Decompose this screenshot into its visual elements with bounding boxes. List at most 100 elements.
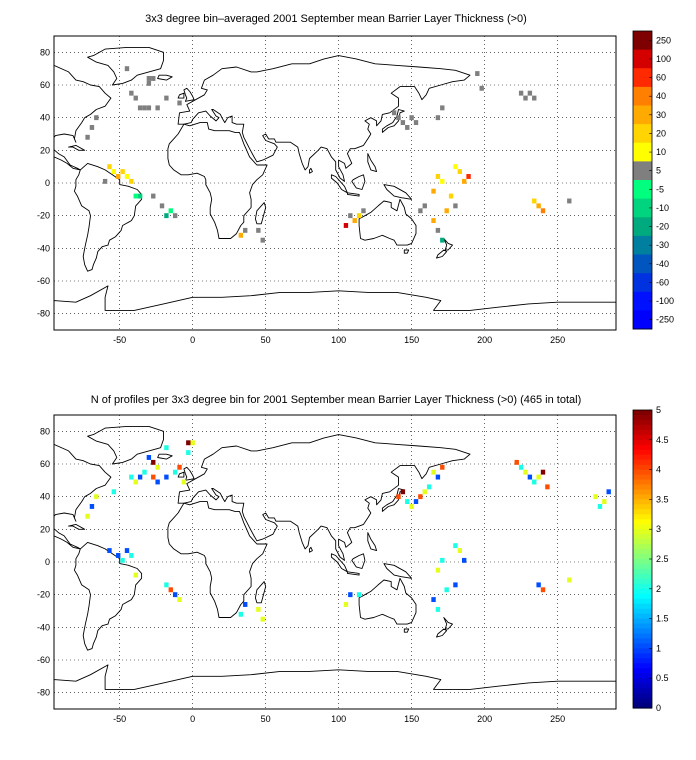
colorbar-label: 60	[656, 73, 666, 83]
coastline	[177, 434, 471, 561]
data-cell	[107, 548, 112, 554]
y-tick-label: -80	[37, 309, 50, 319]
coastline	[330, 174, 348, 194]
data-cell	[159, 203, 165, 209]
data-cell	[151, 76, 156, 81]
coastline	[73, 541, 143, 651]
coastline	[346, 192, 360, 197]
data-cell	[146, 76, 152, 81]
data-cell	[151, 193, 156, 199]
data-cell	[124, 174, 130, 179]
data-cell	[527, 474, 533, 480]
data-cell	[168, 587, 173, 593]
data-cell	[343, 602, 349, 607]
colorbar-label: 2.5	[656, 554, 669, 564]
data-cell	[107, 164, 112, 170]
coastline	[383, 184, 413, 200]
coastline	[403, 628, 410, 633]
data-cell	[172, 213, 178, 219]
data-cell	[440, 464, 445, 470]
data-cell	[356, 592, 362, 598]
data-cell	[431, 188, 436, 194]
data-cell	[400, 120, 406, 126]
data-cell	[343, 223, 349, 228]
coastline	[73, 162, 143, 272]
colorbar-swatch	[633, 235, 652, 255]
data-cell	[146, 105, 152, 111]
coastline	[54, 443, 112, 550]
data-cell	[453, 164, 458, 170]
colorbar-swatch	[633, 494, 652, 500]
data-cell	[518, 464, 524, 470]
coastline	[367, 532, 378, 552]
x-tick-label: 150	[404, 714, 419, 724]
colorbar-swatch	[633, 593, 652, 600]
colorbar-swatch	[633, 658, 652, 664]
data-cell	[151, 474, 156, 480]
colorbar-label: 0	[656, 703, 661, 713]
x-tick-label: 250	[550, 335, 565, 345]
y-tick-label: -20	[37, 211, 50, 221]
data-cell	[164, 213, 169, 219]
coastline	[383, 563, 413, 579]
colorbar-swatch	[633, 678, 652, 684]
coastline	[358, 198, 417, 246]
colorbar-frame	[632, 30, 653, 330]
panel-title: N of profiles per 3x3 degree bin for 200…	[91, 394, 581, 406]
colorbar-label: -100	[656, 296, 674, 306]
colorbar-swatch	[633, 683, 652, 689]
data-cell	[120, 169, 125, 175]
x-tick-label: 150	[404, 335, 419, 345]
x-tick-label: 0	[190, 714, 195, 724]
colorbar-swatch	[633, 578, 652, 585]
coastline	[177, 471, 185, 478]
coastline	[358, 577, 417, 625]
coastline	[381, 109, 405, 133]
coastline	[346, 571, 360, 576]
data-cell	[466, 174, 471, 179]
x-tick-label: -50	[113, 335, 126, 345]
colorbar-swatch	[633, 479, 652, 486]
data-cell	[567, 198, 572, 204]
data-cell	[431, 597, 436, 603]
data-cell	[435, 115, 441, 121]
y-tick-label: -40	[37, 243, 50, 253]
y-tick-label: -60	[37, 276, 50, 286]
x-tick-label: 200	[477, 335, 492, 345]
colorbar-swatch	[633, 429, 652, 436]
data-cell	[444, 208, 449, 214]
colorbar-swatch	[633, 598, 652, 605]
data-cell	[356, 213, 362, 219]
y-tick-label: 0	[45, 178, 50, 188]
colorbar-label: 100	[656, 54, 671, 64]
colorbar-swatch	[633, 180, 652, 200]
coastline	[381, 488, 405, 512]
data-cell	[256, 606, 261, 612]
coastline	[87, 425, 164, 465]
data-cell	[186, 440, 191, 446]
data-cell	[532, 95, 537, 101]
colorbar-swatch	[633, 254, 652, 274]
data-cell	[260, 616, 265, 622]
panel-profile-count: N of profiles per 3x3 degree bin for 200…	[37, 394, 669, 724]
colorbar-labels: 5 4.5 4 3.5 3 2.5 2 1.5 1 0.5 0	[656, 405, 669, 713]
data-cell	[435, 174, 441, 179]
colorbar-swatch	[633, 499, 652, 505]
data-cell	[172, 592, 178, 598]
x-tick-label: -50	[113, 714, 126, 724]
data-cell	[514, 459, 519, 465]
data-cells	[85, 440, 611, 622]
data-cell	[85, 134, 90, 140]
panel-title: 3x3 degree bin–averaged 2001 September m…	[145, 13, 527, 25]
colorbar-swatch	[633, 703, 652, 709]
colorbar-swatch	[633, 474, 652, 481]
y-tick-label: -20	[37, 590, 50, 600]
data-cell	[89, 125, 95, 130]
colorbar-label: 1	[656, 643, 661, 653]
x-tick-label: 50	[261, 714, 271, 724]
panel-mean-blt: 3x3 degree bin–averaged 2001 September m…	[37, 13, 674, 345]
colorbar-label: 3	[656, 524, 661, 534]
data-cell	[133, 572, 138, 578]
colorbar-swatch	[633, 563, 652, 570]
data-cell	[133, 95, 138, 101]
